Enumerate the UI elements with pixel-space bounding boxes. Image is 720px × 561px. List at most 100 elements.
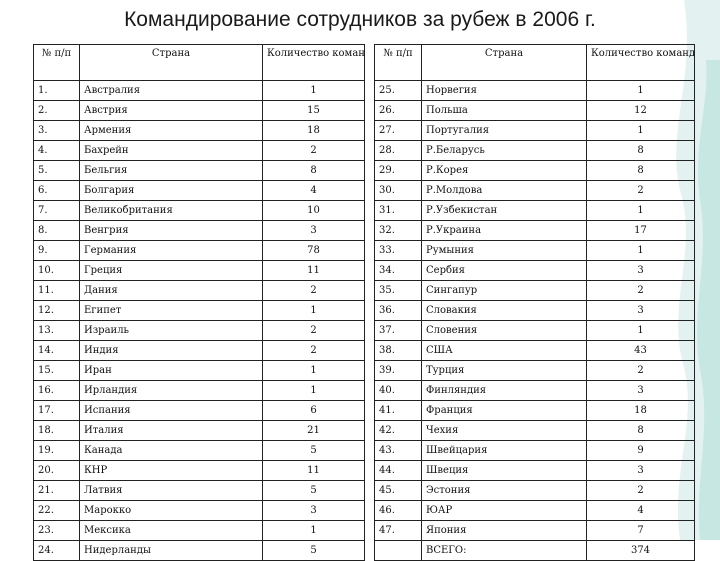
row-number: 40. [374,380,422,401]
row-count: 3 [586,260,695,281]
row-country: Бахрейн [79,140,263,161]
row-country: КНР [79,460,263,481]
table-row: 11. Дания 2 35. Сингапур 2 [33,280,695,301]
row-number: 2. [33,100,80,121]
row-number: 14. [33,340,80,361]
row-country: Иран [79,360,263,381]
row-number: 24. [33,540,80,561]
row-number: 25. [374,80,422,101]
table-row: 21. Латвия 5 45. Эстония 2 [33,480,695,501]
row-number: 18. [33,420,80,441]
row-country: Латвия [79,480,263,501]
row-country: Р.Молдова [421,180,587,201]
table-row: 16. Ирландия 1 40. Финляндия 3 [33,380,695,401]
column-gap [364,480,375,501]
row-country: Сингапур [421,280,587,301]
row-count: 1 [262,360,365,381]
row-country: Эстония [421,480,587,501]
row-country: Греция [79,260,263,281]
column-gap [364,380,375,401]
row-country: Германия [79,240,263,261]
row-country: Австралия [79,80,263,101]
table-row: 6. Болгария 4 30. Р.Молдова 2 [33,180,695,201]
row-number: 20. [33,460,80,481]
row-count: 2 [586,360,695,381]
table-row: 24. Нидерланды 5 ВСЕГО: 374 [33,540,695,561]
row-country: Ирландия [79,380,263,401]
row-country: Румыния [421,240,587,261]
row-number: 23. [33,520,80,541]
row-country: Португалия [421,120,587,141]
table-row: 1. Австралия 1 25. Норвегия 1 [33,80,695,101]
table-row: 23. Мексика 1 47. Япония 7 [33,520,695,541]
row-number: 36. [374,300,422,321]
row-number: 7. [33,200,80,221]
row-country: Дания [79,280,263,301]
row-count: 15 [262,100,365,121]
table-header-row: № п/п Страна Количество командировок № п… [33,44,695,81]
row-count: 1 [262,300,365,321]
row-count: 2 [262,280,365,301]
row-country: Болгария [79,180,263,201]
row-number: 45. [374,480,422,501]
row-count: 8 [586,140,695,161]
row-number: 35. [374,280,422,301]
row-number: 9. [33,240,80,261]
row-count: 1 [586,120,695,141]
row-count: 18 [262,120,365,141]
row-count: 18 [586,400,695,421]
row-count: 1 [262,380,365,401]
table-row: 13. Израиль 2 37. Словения 1 [33,320,695,341]
row-number: 28. [374,140,422,161]
row-number: 15. [33,360,80,381]
row-count: 2 [586,480,695,501]
row-count: 2 [586,280,695,301]
row-number: 46. [374,500,422,521]
row-number: 44. [374,460,422,481]
row-count: 8 [586,160,695,181]
row-country: Сербия [421,260,587,281]
row-count: 1 [262,520,365,541]
column-gap [364,200,375,221]
table-row: 2. Австрия 15 26. Польша 12 [33,100,695,121]
column-gap [364,44,375,81]
column-gap [364,300,375,321]
row-count: 12 [586,100,695,121]
row-country: Великобритания [79,200,263,221]
column-gap [364,520,375,541]
row-country: Япония [421,520,587,541]
row-country: Финляндия [421,380,587,401]
row-count: 4 [586,500,695,521]
row-count: 1 [586,80,695,101]
row-count: 3 [262,220,365,241]
row-country: Бельгия [79,160,263,181]
row-country: Швеция [421,460,587,481]
row-country: Норвегия [421,80,587,101]
row-country: Марокко [79,500,263,521]
row-country: Египет [79,300,263,321]
row-country: ВСЕГО: [421,540,587,561]
row-count: 8 [262,160,365,181]
row-country: Швейцария [421,440,587,461]
row-country: Италия [79,420,263,441]
row-count: 1 [262,80,365,101]
row-country: Мексика [79,520,263,541]
row-number: 6. [33,180,80,201]
table-row: 14. Индия 2 38. США 43 [33,340,695,361]
row-count: 9 [586,440,695,461]
row-country: Чехия [421,420,587,441]
row-count: 3 [586,300,695,321]
row-country: ЮАР [421,500,587,521]
row-number: 38. [374,340,422,361]
row-count: 3 [586,460,695,481]
row-count: 2 [262,140,365,161]
row-country: Турция [421,360,587,381]
row-country: Р.Корея [421,160,587,181]
row-country: США [421,340,587,361]
column-gap [364,120,375,141]
row-country: Венгрия [79,220,263,241]
row-count: 21 [262,420,365,441]
row-count: 1 [586,200,695,221]
table-row: 18. Италия 21 42. Чехия 8 [33,420,695,441]
column-gap [364,420,375,441]
